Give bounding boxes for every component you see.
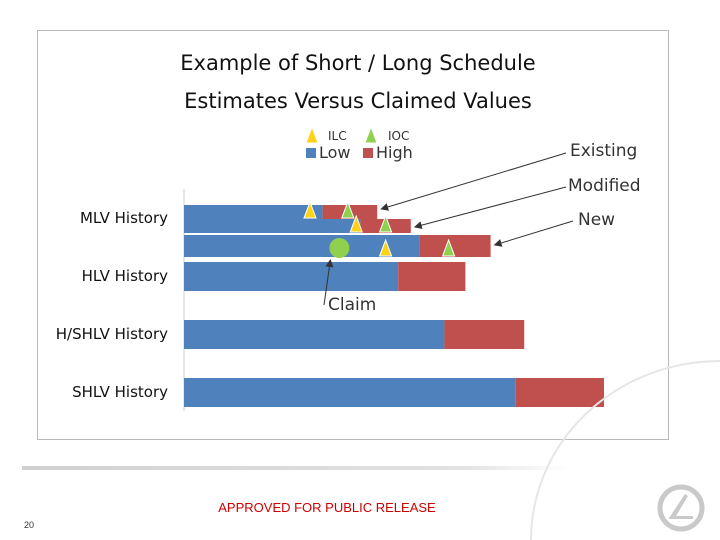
legend-ioc-label: IOC xyxy=(388,129,410,143)
row-label-hshlv: H/SHLV History xyxy=(55,325,168,343)
legend-ilc-icon xyxy=(305,125,319,144)
row-label-shlv: SHLV History xyxy=(72,383,168,401)
legend-ioc-icon xyxy=(364,125,378,144)
chart-frame: Example of Short / Long Schedule Estimat… xyxy=(37,30,669,440)
claim-label: Claim xyxy=(328,295,377,315)
footer-divider xyxy=(22,466,570,470)
chart-plot xyxy=(183,125,604,411)
arrow-claim xyxy=(323,259,334,306)
callout-modified: Modified xyxy=(568,176,641,196)
callout-existing: Existing xyxy=(570,141,638,161)
bar-high xyxy=(419,235,491,257)
bar-low xyxy=(184,262,399,291)
legend-low-label: Low xyxy=(319,143,351,162)
ilc-marker xyxy=(378,238,393,257)
legend-low-swatch xyxy=(306,148,316,158)
bar-low xyxy=(184,320,445,349)
footer-release-text: APPROVED FOR PUBLIC RELEASE xyxy=(218,500,436,515)
ioc-marker xyxy=(378,214,393,233)
ioc-marker xyxy=(441,238,456,257)
legend-high-swatch xyxy=(363,148,373,158)
claim-marker xyxy=(329,238,350,258)
legend-high-label: High xyxy=(376,143,413,162)
ilc-marker xyxy=(349,214,363,233)
ioc-marker xyxy=(341,200,355,219)
bar-low xyxy=(184,235,420,257)
arrow-existing xyxy=(380,152,567,211)
row-label-mlv: MLV History xyxy=(79,209,168,227)
chart-title-line-1: Example of Short / Long Schedule xyxy=(180,51,536,75)
bar-low xyxy=(184,205,323,219)
page-number: 20 xyxy=(24,520,35,530)
arrow-new xyxy=(493,220,574,247)
row-label-hlv: HLV History xyxy=(81,267,168,285)
chart-title-line-2: Estimates Versus Claimed Values xyxy=(184,89,532,113)
bar-low xyxy=(184,219,361,233)
company-logo xyxy=(657,484,705,532)
callout-new: New xyxy=(578,210,616,230)
legend-ilc-label: ILC xyxy=(328,129,347,143)
arrow-modified xyxy=(413,186,567,230)
bar-high xyxy=(515,378,604,407)
ilc-marker xyxy=(303,200,317,219)
bar-low xyxy=(184,378,516,407)
bar-high xyxy=(444,320,525,349)
bar-high xyxy=(398,262,466,291)
